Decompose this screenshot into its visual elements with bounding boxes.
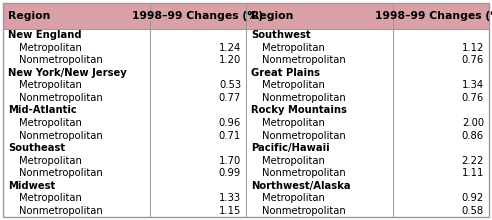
Text: Metropolitan: Metropolitan	[262, 118, 325, 128]
Text: Nonmetropolitan: Nonmetropolitan	[262, 130, 346, 141]
Bar	[246, 3, 393, 29]
Text: Pacific/Hawaii: Pacific/Hawaii	[251, 143, 330, 153]
Text: Nonmetropolitan: Nonmetropolitan	[19, 206, 103, 216]
Text: Region: Region	[251, 11, 293, 21]
Text: Region: Region	[8, 11, 50, 21]
Text: 1.24: 1.24	[219, 43, 241, 53]
Bar	[246, 29, 393, 217]
Text: Nonmetropolitan: Nonmetropolitan	[262, 168, 346, 178]
Text: Nonmetropolitan: Nonmetropolitan	[19, 168, 103, 178]
Text: 0.71: 0.71	[219, 130, 241, 141]
Text: 1.33: 1.33	[219, 193, 241, 203]
Bar	[3, 29, 150, 217]
Text: Nonmetropolitan: Nonmetropolitan	[262, 206, 346, 216]
Text: 1.11: 1.11	[461, 168, 484, 178]
Text: 0.76: 0.76	[462, 93, 484, 103]
Text: Metropolitan: Metropolitan	[19, 43, 82, 53]
Text: 0.76: 0.76	[462, 55, 484, 65]
Text: Nonmetropolitan: Nonmetropolitan	[19, 93, 103, 103]
Text: Metropolitan: Metropolitan	[262, 43, 325, 53]
Text: Mid-Atlantic: Mid-Atlantic	[8, 105, 77, 116]
Text: 1.20: 1.20	[219, 55, 241, 65]
Text: Metropolitan: Metropolitan	[19, 80, 82, 90]
Bar	[150, 29, 246, 217]
Text: 1.70: 1.70	[219, 156, 241, 166]
Text: Metropolitan: Metropolitan	[19, 193, 82, 203]
Bar	[393, 29, 489, 217]
Text: Nonmetropolitan: Nonmetropolitan	[262, 93, 346, 103]
Text: 0.99: 0.99	[219, 168, 241, 178]
Text: New England: New England	[8, 30, 82, 40]
Text: Metropolitan: Metropolitan	[262, 156, 325, 166]
Text: 0.58: 0.58	[462, 206, 484, 216]
Text: 1.12: 1.12	[461, 43, 484, 53]
Bar	[3, 3, 150, 29]
Text: 1998–99 Changes (%): 1998–99 Changes (%)	[375, 11, 492, 21]
Text: 0.77: 0.77	[219, 93, 241, 103]
Text: Rocky Mountains: Rocky Mountains	[251, 105, 347, 116]
Text: 0.53: 0.53	[219, 80, 241, 90]
Text: 1.34: 1.34	[462, 80, 484, 90]
Text: Southwest: Southwest	[251, 30, 310, 40]
Text: Northwest/Alaska: Northwest/Alaska	[251, 181, 351, 191]
Bar	[150, 3, 246, 29]
Text: 1.15: 1.15	[218, 206, 241, 216]
Text: Great Plains: Great Plains	[251, 68, 320, 78]
Text: 2.00: 2.00	[462, 118, 484, 128]
Text: Nonmetropolitan: Nonmetropolitan	[262, 55, 346, 65]
Text: Midwest: Midwest	[8, 181, 55, 191]
Text: Nonmetropolitan: Nonmetropolitan	[19, 55, 103, 65]
Text: 0.92: 0.92	[462, 193, 484, 203]
Text: Metropolitan: Metropolitan	[262, 193, 325, 203]
Text: Metropolitan: Metropolitan	[19, 118, 82, 128]
Text: Metropolitan: Metropolitan	[262, 80, 325, 90]
Text: Metropolitan: Metropolitan	[19, 156, 82, 166]
Text: 2.22: 2.22	[461, 156, 484, 166]
Text: New York/New Jersey: New York/New Jersey	[8, 68, 127, 78]
Text: Nonmetropolitan: Nonmetropolitan	[19, 130, 103, 141]
Bar	[393, 3, 489, 29]
Text: 1998–99 Changes (%): 1998–99 Changes (%)	[132, 11, 264, 21]
Text: Southeast: Southeast	[8, 143, 65, 153]
Text: 0.86: 0.86	[462, 130, 484, 141]
Text: 0.96: 0.96	[219, 118, 241, 128]
